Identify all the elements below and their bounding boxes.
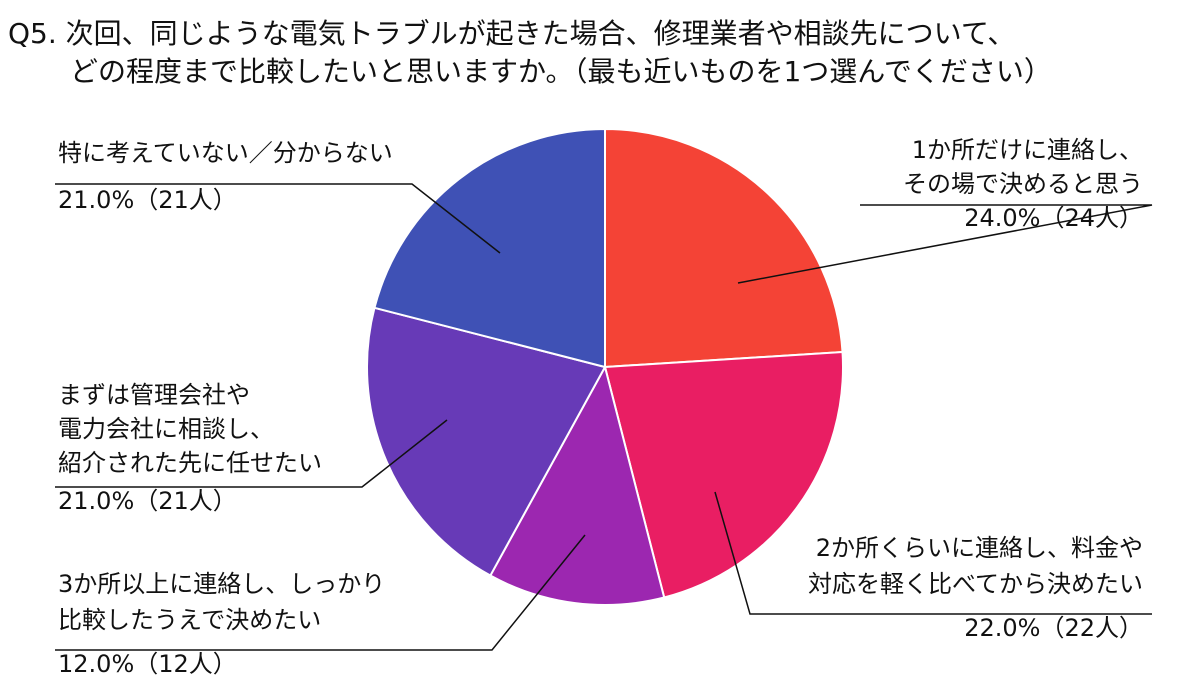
slice-value-label: 12.0%（12人） <box>58 650 237 678</box>
slice-label: まずは管理会社や <box>58 381 250 409</box>
slice-value-label: 21.0%（21人） <box>58 487 237 515</box>
pie-slice <box>604 127 844 369</box>
slice-label: 電力会社に相談し、 <box>58 415 274 443</box>
leader-line <box>55 183 501 254</box>
leader-line <box>714 491 1152 615</box>
slice-value-label: 21.0%（21人） <box>58 186 237 214</box>
leader-line <box>55 419 448 488</box>
chart-title-line-2: どの程度まで比較したいと思いますか。（最も近いものを1つ選んでください） <box>70 55 1052 88</box>
pie-slice <box>373 127 606 369</box>
slice-value-label: 22.0%（22人） <box>964 614 1143 642</box>
slice-label: 2か所くらいに連絡し、料金や <box>816 534 1143 562</box>
slice-value-label: 24.0%（24人） <box>964 204 1143 232</box>
slice-label: 対応を軽く比べてから決めたい <box>808 570 1143 598</box>
slice-label: 紹介された先に任せたい <box>58 449 322 477</box>
slice-label: 比較したうえで決めたい <box>58 606 321 634</box>
leader-line <box>737 204 1153 284</box>
slice-label: 3か所以上に連絡し、しっかり <box>58 570 385 598</box>
pie-slice <box>488 364 666 606</box>
chart-title-line-1: Q5. 次回、同じような電気トラブルが起きた場合、修理業者や相談先について、 <box>8 17 1016 50</box>
leader-line <box>55 534 586 651</box>
pie-slice <box>366 306 607 577</box>
pie-slice <box>603 350 844 599</box>
slice-label: 特に考えていない／分からない <box>58 139 393 167</box>
slice-label: 1か所だけに連絡し、 <box>912 136 1143 164</box>
slice-label: その場で決めると思う <box>903 170 1143 198</box>
